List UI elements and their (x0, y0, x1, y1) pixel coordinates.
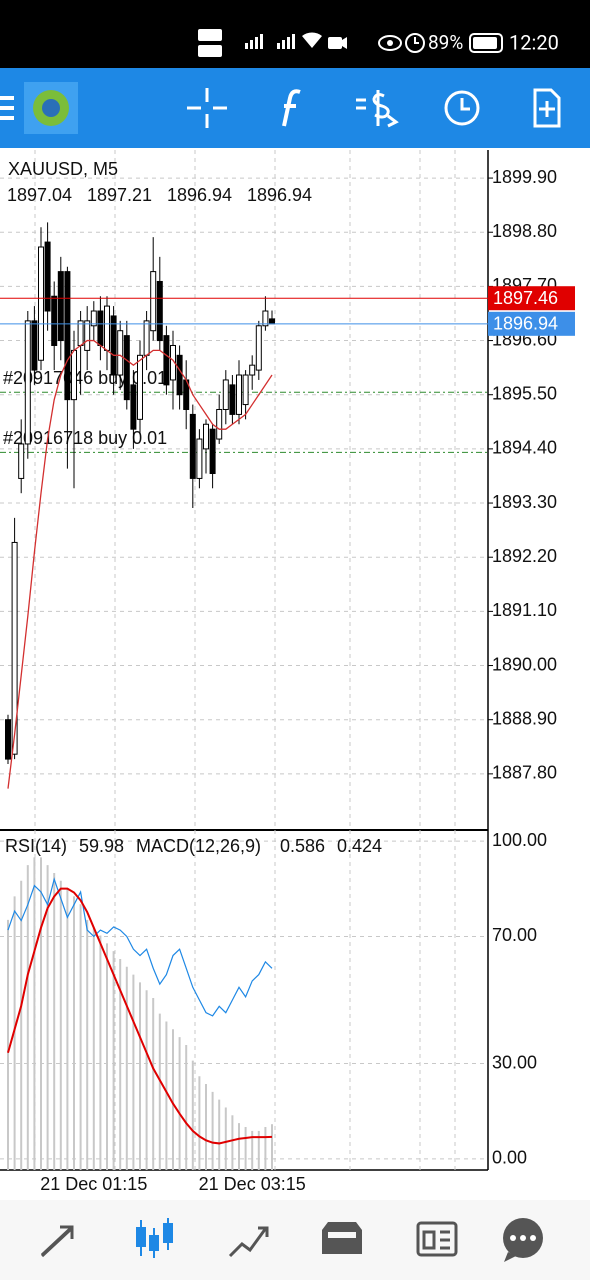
new-order-button[interactable] (533, 88, 561, 128)
candle-body (249, 364, 256, 376)
ohlc-close: 1896.94 (247, 185, 312, 205)
price-tick-label: 1894.40 (492, 438, 557, 458)
bid-label: 1896.94 (493, 314, 558, 334)
menu-button[interactable] (0, 96, 14, 120)
candle-body (229, 384, 236, 415)
clock: 12:20 (509, 30, 559, 54)
indicators-button[interactable] (282, 89, 301, 127)
trade-button[interactable] (356, 90, 399, 128)
ask-box (488, 286, 575, 311)
candle-body (97, 310, 104, 346)
chart-tab[interactable] (136, 1218, 173, 1258)
candle-body (44, 241, 51, 312)
candle-body (156, 280, 163, 342)
crosshair-button[interactable] (187, 88, 227, 128)
vertical-grid (34, 150, 456, 1170)
moving-average (7, 339, 273, 789)
candle-body (57, 271, 64, 342)
indicator-tick-label: 0.00 (492, 1148, 527, 1168)
price-tick-label: 1890.00 (492, 654, 557, 674)
candle-body (255, 325, 262, 371)
candle-body (5, 719, 11, 760)
candle-body (84, 320, 91, 351)
rsi-line (7, 877, 273, 1017)
history-button[interactable] (444, 90, 480, 126)
candle-body (209, 428, 216, 475)
candle-body (31, 320, 38, 371)
indicator-tick-label: 30.00 (492, 1052, 537, 1072)
candle-body (11, 541, 18, 755)
plot: 1899.901898.801897.701896.601895.501894.… (0, 167, 575, 1194)
candle-body (130, 384, 137, 430)
rsi-value: 59.98 (79, 836, 124, 856)
candle-body (51, 295, 58, 346)
candle-body (236, 374, 242, 415)
bottom-nav (0, 1200, 590, 1280)
candle-body (71, 349, 77, 401)
candle-body (24, 320, 31, 445)
candle-body (123, 335, 130, 401)
candle-body (137, 354, 143, 420)
ohlc-low: 1896.94 (167, 185, 232, 205)
price-tick-label: 1895.50 (492, 383, 557, 403)
candle-body (117, 330, 124, 376)
macd-value: 0.586 (280, 836, 325, 856)
chat-tab[interactable] (503, 1218, 543, 1262)
ohlc-high: 1897.21 (87, 185, 152, 205)
symbol-title: XAUUSD, M5 (8, 159, 118, 179)
battery-level: 89% (428, 31, 463, 54)
candle-body (110, 315, 117, 376)
candle-body (189, 413, 196, 479)
price-tick-label: 1898.80 (492, 221, 557, 241)
indicator-tick-label: 100.00 (492, 830, 547, 850)
trade-tab[interactable] (228, 1226, 269, 1258)
price-tick-label: 1893.30 (492, 492, 557, 512)
price-tick-label: 1892.20 (492, 546, 557, 566)
price-tick-label: 1887.80 (492, 763, 557, 783)
history-tab[interactable] (322, 1222, 362, 1254)
candle-body (90, 310, 97, 327)
candle-body (196, 438, 203, 479)
candle-body (222, 379, 229, 410)
quotes-tab[interactable] (40, 1225, 74, 1258)
macd-signal-line (7, 887, 273, 1145)
candle-body (242, 374, 249, 406)
candle-body (143, 320, 150, 356)
candle-body (150, 271, 157, 332)
candle-body (170, 344, 176, 381)
candle-body (203, 423, 209, 450)
rsi-label: RSI(14) (5, 836, 67, 856)
indicator-tick-label: 70.00 (492, 925, 537, 945)
news-tab[interactable] (416, 1221, 458, 1257)
candle-body (18, 443, 25, 479)
candle-body (269, 318, 275, 325)
candle-body (216, 408, 223, 440)
price-tick-label: 1891.10 (492, 600, 557, 620)
signal-value: 0.424 (337, 836, 382, 856)
candle-body (176, 354, 183, 396)
price-tick-label: 1899.90 (492, 167, 557, 187)
status-icons (198, 29, 503, 57)
candle-body (262, 310, 269, 327)
candle-body (38, 246, 44, 361)
time-label: 21 Dec 01:15 (40, 1174, 147, 1194)
price-tick-label: 1888.90 (492, 708, 557, 728)
bid-box (488, 311, 575, 336)
candle-body (163, 335, 170, 386)
time-label: 21 Dec 03:15 (199, 1174, 306, 1194)
macd-label: MACD(12,26,9) (136, 836, 261, 856)
ask-label: 1897.46 (493, 288, 558, 308)
candle-body (104, 305, 110, 351)
candle-body (77, 320, 84, 346)
order-label: #20916718 buy 0.01 (3, 428, 167, 448)
ohlc-open: 1897.04 (7, 185, 72, 205)
candle-body (64, 271, 71, 401)
app-logo[interactable] (24, 82, 78, 134)
